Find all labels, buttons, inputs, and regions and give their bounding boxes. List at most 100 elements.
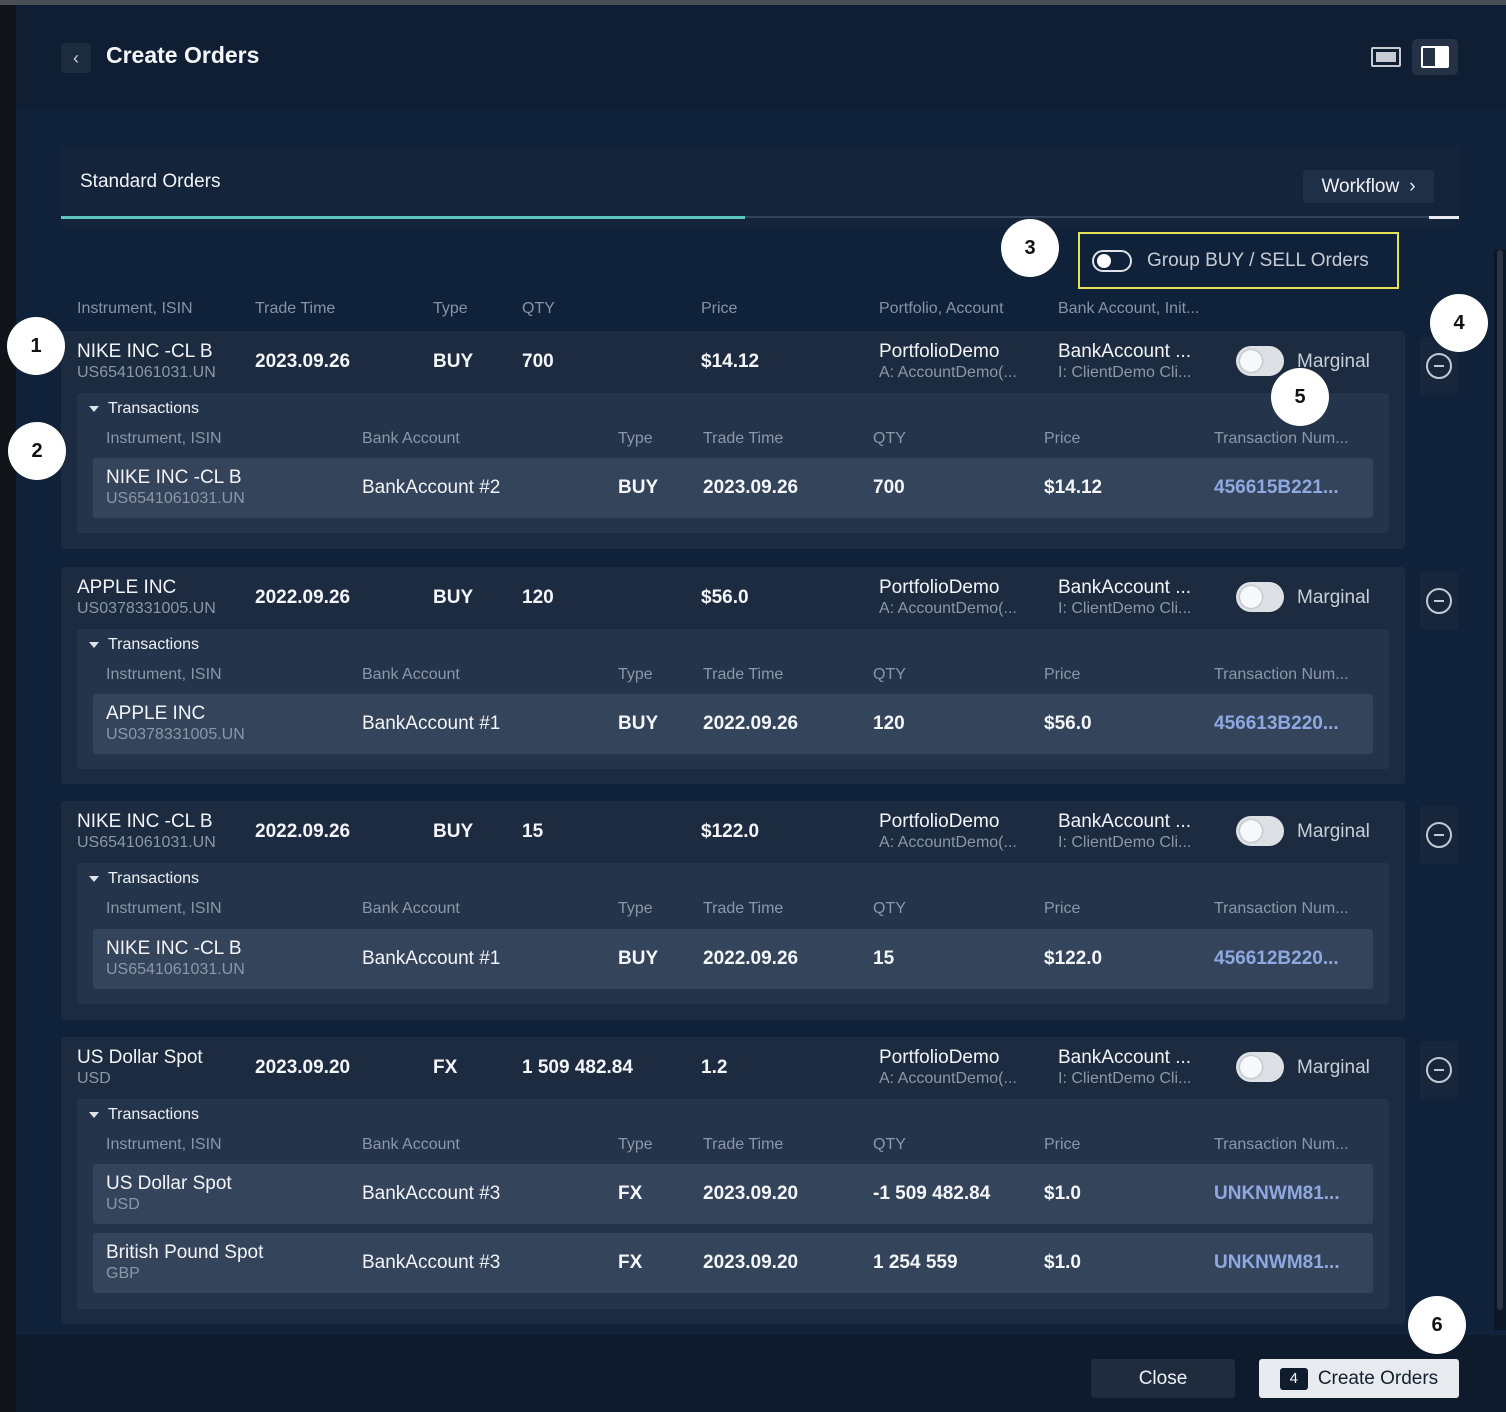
split-view-button[interactable] (1412, 39, 1458, 75)
transactions-label: Transactions (108, 636, 199, 653)
monitor-view-button[interactable] (1368, 41, 1404, 73)
order-price[interactable]: $14.12 (701, 351, 760, 372)
column-header-instrument: Instrument, ISIN (77, 300, 193, 317)
tx-header-transaction-num: Transaction Num... (1214, 430, 1349, 447)
order-instrument-name: US Dollar Spot (77, 1047, 203, 1068)
order-portfolio: PortfolioDemo (879, 341, 1000, 362)
tx-header-trade-time: Trade Time (703, 430, 784, 447)
tx-bank-account: BankAccount #1 (362, 948, 501, 969)
tx-header-trade-time: Trade Time (703, 1136, 784, 1153)
marginal-label: Marginal (1297, 351, 1370, 372)
order-instrument-name: NIKE INC -CL B (77, 811, 213, 832)
tx-trade-time: 2022.09.26 (703, 713, 799, 734)
tx-header-transaction-num: Transaction Num... (1214, 1136, 1349, 1153)
minus-circle-icon (1426, 588, 1452, 614)
workflow-button[interactable]: Workflow › (1303, 170, 1434, 203)
column-header-price: Price (701, 300, 738, 317)
tx-instrument-isin: US0378331005.UN (106, 726, 245, 743)
order-type: FX (433, 1057, 458, 1078)
order-row: NIKE INC -CL B US6541061031.UN 2023.09.2… (61, 331, 1405, 549)
column-header-bank-account: Bank Account, Init... (1058, 300, 1200, 317)
order-trade-time: 2023.09.26 (255, 351, 351, 372)
transactions-toggle[interactable]: Transactions (89, 400, 199, 418)
tx-transaction-number-link[interactable]: UNKNWM81... (1214, 1252, 1340, 1273)
transactions-panel: Transactions Instrument, ISIN Bank Accou… (77, 629, 1389, 769)
order-type: BUY (433, 587, 474, 608)
tx-header-instrument: Instrument, ISIN (106, 666, 222, 683)
order-instrument-isin: US0378331005.UN (77, 600, 216, 617)
workflow-label: Workflow (1321, 175, 1400, 197)
callout-marker: 4 (1430, 294, 1488, 352)
tab-standard-orders[interactable]: Standard Orders (80, 171, 221, 192)
callout-marker: 2 (8, 422, 66, 480)
tx-header-type: Type (618, 430, 653, 447)
order-account: A: AccountDemo(... (879, 364, 1017, 381)
tx-transaction-number-link[interactable]: 456615B221... (1214, 477, 1339, 498)
order-bank-account: BankAccount ... (1058, 341, 1192, 362)
back-button[interactable]: ‹ (61, 43, 91, 73)
tab-divider (61, 216, 1459, 218)
tx-transaction-number-link[interactable]: UNKNWM81... (1214, 1183, 1340, 1204)
transactions-toggle[interactable]: Transactions (89, 636, 199, 654)
order-instrument-name: APPLE INC (77, 577, 177, 598)
order-instrument-isin: USD (77, 1070, 111, 1087)
minus-circle-icon (1426, 353, 1452, 379)
remove-order-button[interactable] (1420, 1041, 1458, 1099)
tx-header-price: Price (1044, 1136, 1081, 1153)
order-trade-time: 2022.09.26 (255, 821, 351, 842)
tx-price: $56.0 (1044, 713, 1092, 734)
tx-trade-time: 2023.09.26 (703, 477, 799, 498)
tx-instrument-isin: GBP (106, 1265, 140, 1282)
group-buy-sell-toggle[interactable] (1092, 249, 1132, 272)
marginal-toggle[interactable] (1236, 346, 1284, 376)
tx-header-transaction-num: Transaction Num... (1214, 900, 1349, 917)
tx-header-trade-time: Trade Time (703, 900, 784, 917)
tx-transaction-number-link[interactable]: 456612B220... (1214, 948, 1339, 969)
order-price[interactable]: 1.2 (701, 1057, 728, 1078)
column-header-trade-time: Trade Time (255, 300, 336, 317)
remove-order-button[interactable] (1420, 572, 1458, 630)
tx-qty: 1 254 559 (873, 1252, 958, 1273)
order-qty[interactable]: 120 (522, 587, 554, 608)
window-top-border (0, 0, 1506, 5)
tx-header-price: Price (1044, 900, 1081, 917)
create-orders-button[interactable]: 4 Create Orders (1259, 1359, 1459, 1398)
transactions-toggle[interactable]: Transactions (89, 870, 199, 888)
order-type: BUY (433, 351, 474, 372)
create-orders-modal: ‹ Create Orders Standard Orders Workflow… (16, 5, 1506, 1412)
monitor-view-icon (1371, 47, 1401, 67)
order-bank-account: BankAccount ... (1058, 577, 1192, 598)
tx-header-instrument: Instrument, ISIN (106, 430, 222, 447)
order-price[interactable]: $56.0 (701, 587, 749, 608)
chevron-left-icon: ‹ (73, 47, 79, 68)
tx-price: $122.0 (1044, 948, 1103, 969)
tx-instrument-isin: US6541061031.UN (106, 961, 245, 978)
transaction-row: British Pound Spot GBP BankAccount #3 FX… (93, 1233, 1373, 1293)
order-qty[interactable]: 700 (522, 351, 554, 372)
marginal-toggle[interactable] (1236, 1052, 1284, 1082)
remove-order-button[interactable] (1420, 806, 1458, 864)
vertical-scrollbar[interactable] (1494, 250, 1506, 1330)
transactions-panel: Transactions Instrument, ISIN Bank Accou… (77, 863, 1389, 1004)
transactions-label: Transactions (108, 400, 199, 417)
minus-circle-icon (1426, 822, 1452, 848)
background-app-strip (0, 5, 16, 1412)
order-qty[interactable]: 1 509 482.84 (522, 1057, 633, 1078)
tx-transaction-number-link[interactable]: 456613B220... (1214, 713, 1339, 734)
close-button[interactable]: Close (1091, 1359, 1235, 1398)
order-account: A: AccountDemo(... (879, 1070, 1017, 1087)
order-price[interactable]: $122.0 (701, 821, 760, 842)
tx-instrument-name: US Dollar Spot (106, 1173, 232, 1194)
marginal-toggle[interactable] (1236, 582, 1284, 612)
tx-type: FX (618, 1252, 643, 1273)
transactions-toggle[interactable]: Transactions (89, 1106, 199, 1124)
transaction-row: US Dollar Spot USD BankAccount #3 FX 202… (93, 1164, 1373, 1224)
order-qty[interactable]: 15 (522, 821, 544, 842)
split-view-icon (1421, 46, 1449, 68)
tx-type: BUY (618, 713, 659, 734)
minus-circle-icon (1426, 1057, 1452, 1083)
marginal-toggle[interactable] (1236, 816, 1284, 846)
tx-header-type: Type (618, 900, 653, 917)
scrollbar-thumb[interactable] (1497, 250, 1503, 1310)
order-instrument-isin: US6541061031.UN (77, 834, 216, 851)
